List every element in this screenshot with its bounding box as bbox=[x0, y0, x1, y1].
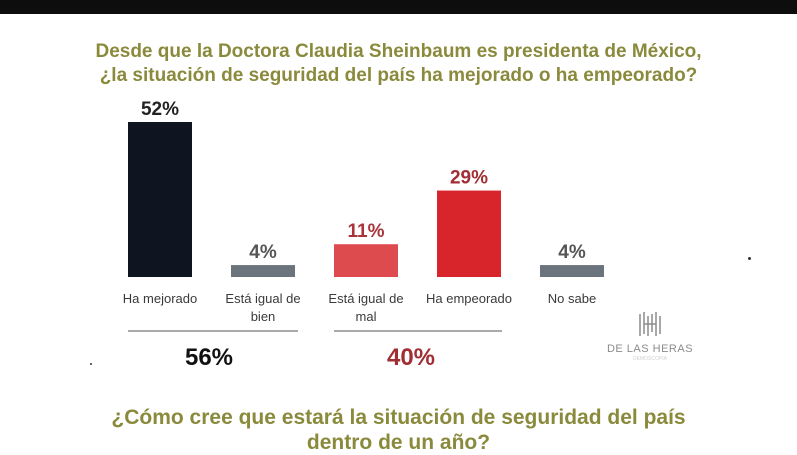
category-label: No sabe bbox=[548, 291, 596, 306]
value-label: 29% bbox=[450, 168, 488, 189]
chart-title: Desde que la Doctora Claudia Sheinbaum e… bbox=[40, 40, 757, 88]
chart-title-line2: ¿la situación de seguridad del país ha m… bbox=[99, 65, 698, 86]
next-question-line1: ¿Cómo cree que estará la situación de se… bbox=[111, 406, 686, 429]
bar bbox=[334, 244, 398, 277]
brand-name: DE LAS HERAS bbox=[606, 343, 694, 355]
bar bbox=[128, 122, 192, 277]
bar bbox=[231, 265, 295, 277]
value-label: 4% bbox=[558, 242, 586, 263]
brand-sub: DEMOSCOPIA bbox=[633, 356, 667, 362]
category-label: Ha mejorado bbox=[123, 291, 197, 306]
speck bbox=[748, 257, 751, 260]
speck bbox=[90, 363, 92, 365]
brand-logo: DE LAS HERAS DEMOSCOPIA bbox=[600, 310, 700, 362]
category-label: Ha empeorado bbox=[426, 291, 512, 306]
category-label: mal bbox=[356, 309, 377, 324]
top-bar bbox=[0, 0, 797, 14]
group-total-label: 56% bbox=[185, 344, 233, 371]
category-label: Está igual de bbox=[328, 291, 403, 306]
category-label: Está igual de bbox=[225, 291, 300, 306]
next-question-line2: dentro de un año? bbox=[306, 431, 491, 454]
next-question: ¿Cómo cree que estará la situación de se… bbox=[60, 405, 737, 455]
brand-mark-icon bbox=[639, 312, 661, 336]
category-label: bien bbox=[251, 309, 276, 324]
value-label: 52% bbox=[141, 99, 179, 120]
bar bbox=[437, 190, 501, 277]
value-label: 4% bbox=[249, 242, 277, 263]
chart-title-line1: Desde que la Doctora Claudia Sheinbaum e… bbox=[95, 41, 702, 62]
bar bbox=[540, 265, 604, 277]
group-total-label: 40% bbox=[387, 344, 435, 371]
value-label: 11% bbox=[348, 221, 385, 242]
